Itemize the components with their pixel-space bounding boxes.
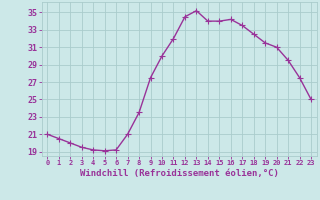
X-axis label: Windchill (Refroidissement éolien,°C): Windchill (Refroidissement éolien,°C) bbox=[80, 169, 279, 178]
